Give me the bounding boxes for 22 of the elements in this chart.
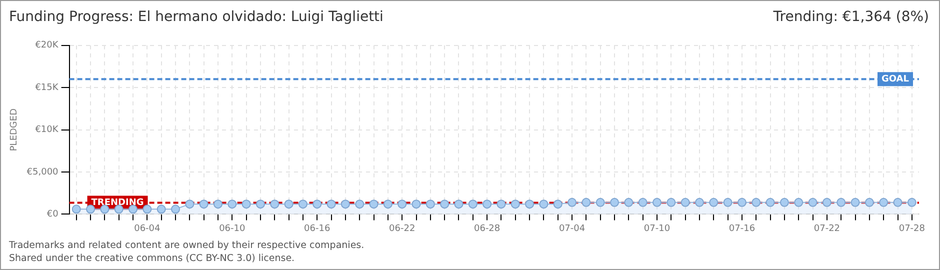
ref-line-label: TRENDING: [91, 198, 144, 208]
y-tick-label: €10K: [35, 125, 60, 136]
chart-title: Funding Progress: El hermano olvidado: Luigi Taglietti: [9, 9, 384, 25]
ref-line-label: GOAL: [882, 74, 910, 85]
text: Shared under the creative commons (CC BY-NC 3.0) license.: [9, 252, 296, 265]
y-tick-label: €0: [46, 210, 59, 220]
y-tick-label: €5,000: [26, 167, 59, 178]
x-tick-label: 06-16: [304, 224, 330, 234]
x-tick-label: 07-22: [814, 224, 840, 234]
y-tick-label: €15K: [35, 82, 60, 93]
y-tick-label: €20K: [35, 40, 60, 51]
x-tick-label: 07-28: [898, 224, 926, 234]
x-tick-label: 06-04: [134, 224, 161, 234]
x-tick-label: 07-10: [644, 224, 670, 234]
y-axis-title: PLEDGED: [10, 108, 20, 152]
x-tick-label: 07-16: [728, 224, 756, 234]
text: Trademarks and related content are owned by their respective companies.: [9, 239, 364, 252]
x-tick-label: 07-04: [558, 224, 586, 234]
x-tick-label: 06-28: [474, 224, 500, 234]
x-tick-label: 06-22: [389, 224, 416, 234]
x-tick-label: 06-10: [219, 224, 246, 234]
chart-subtitle: Trending: €1,364 (8%): [773, 9, 929, 25]
